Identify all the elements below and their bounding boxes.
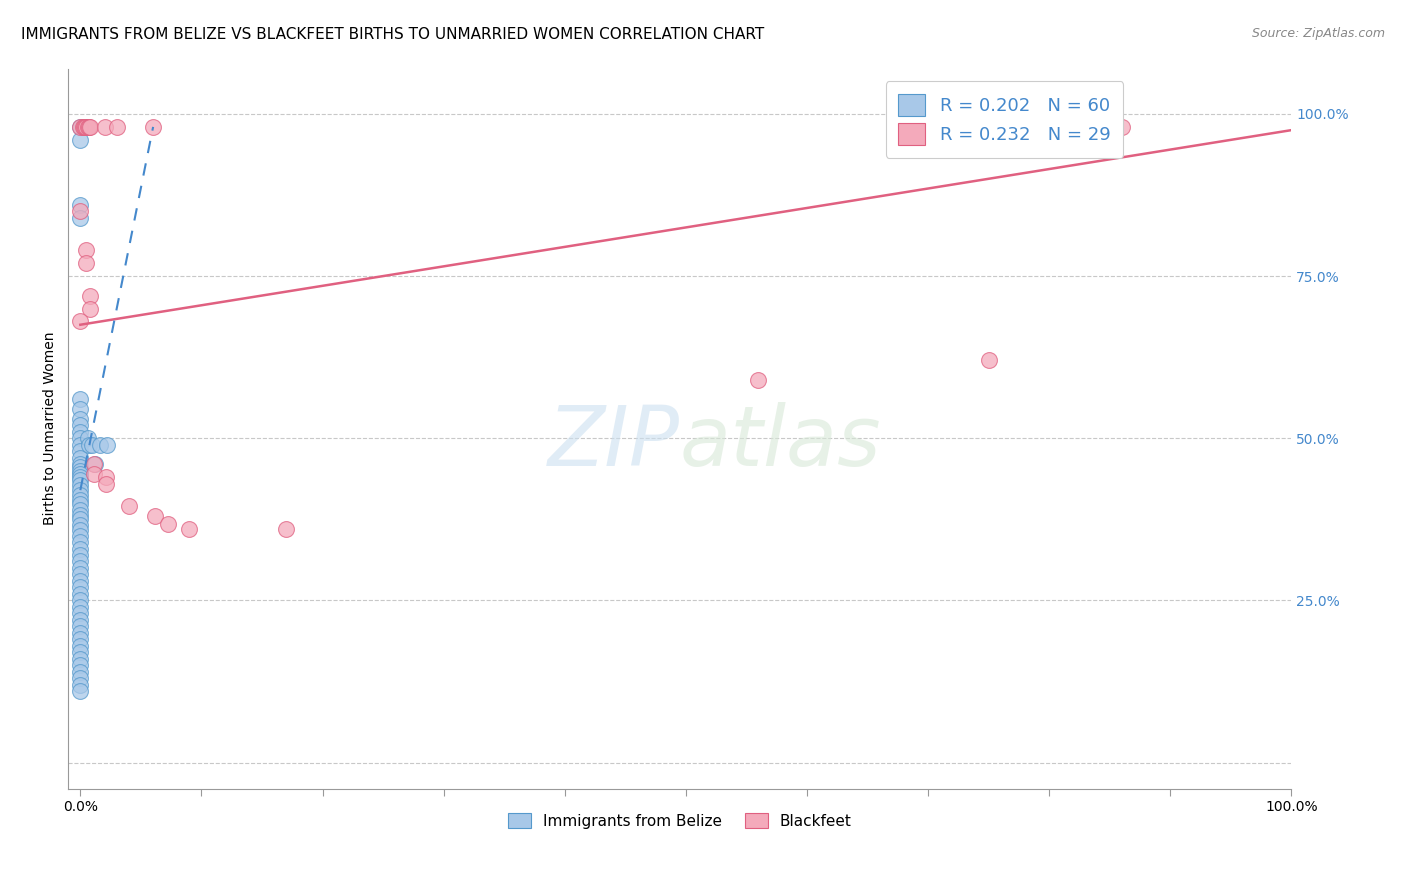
Point — [276, 522, 298, 536]
Point — [69, 402, 91, 417]
Point — [69, 392, 91, 407]
Point — [76, 120, 98, 134]
Point — [75, 243, 97, 257]
Point — [77, 438, 100, 452]
Point — [94, 470, 117, 484]
Point — [69, 438, 91, 452]
Point — [79, 301, 101, 316]
Point — [69, 314, 91, 328]
Point — [69, 488, 91, 502]
Point — [69, 133, 91, 147]
Point — [83, 457, 105, 471]
Point — [69, 665, 91, 679]
Point — [96, 438, 118, 452]
Point — [76, 431, 98, 445]
Point — [69, 467, 91, 481]
Point — [145, 509, 167, 524]
Point — [77, 120, 100, 134]
Point — [69, 535, 91, 549]
Point — [69, 120, 91, 134]
Point — [69, 204, 91, 219]
Point — [75, 256, 97, 270]
Legend: Immigrants from Belize, Blackfeet: Immigrants from Belize, Blackfeet — [502, 806, 858, 835]
Point — [69, 517, 91, 532]
Point — [69, 561, 91, 575]
Point — [69, 211, 91, 225]
Point — [69, 502, 91, 516]
Point — [69, 658, 91, 673]
Text: Source: ZipAtlas.com: Source: ZipAtlas.com — [1251, 27, 1385, 40]
Point — [69, 581, 91, 595]
Point — [977, 353, 1000, 368]
Point — [69, 619, 91, 633]
Point — [69, 450, 91, 465]
Point — [82, 438, 104, 452]
Point — [69, 652, 91, 666]
Point — [69, 528, 91, 542]
Point — [69, 613, 91, 627]
Point — [156, 516, 179, 531]
Text: atlas: atlas — [679, 402, 882, 483]
Point — [89, 438, 111, 452]
Point — [75, 120, 97, 134]
Point — [69, 587, 91, 601]
Point — [69, 457, 91, 471]
Point — [83, 467, 105, 481]
Point — [69, 478, 91, 492]
Point — [69, 198, 91, 212]
Point — [69, 425, 91, 439]
Point — [69, 508, 91, 522]
Point — [79, 288, 101, 302]
Point — [69, 444, 91, 458]
Point — [69, 599, 91, 614]
Point — [118, 500, 141, 514]
Point — [69, 639, 91, 653]
Text: IMMIGRANTS FROM BELIZE VS BLACKFEET BIRTHS TO UNMARRIED WOMEN CORRELATION CHART: IMMIGRANTS FROM BELIZE VS BLACKFEET BIRT… — [21, 27, 765, 42]
Point — [69, 607, 91, 621]
Point — [73, 120, 96, 134]
Point — [69, 431, 91, 445]
Point — [69, 418, 91, 433]
Point — [69, 474, 91, 488]
Text: ZIP: ZIP — [548, 402, 679, 483]
Point — [69, 554, 91, 568]
Point — [69, 470, 91, 484]
Point — [69, 625, 91, 640]
Point — [69, 411, 91, 425]
Point — [69, 684, 91, 698]
Point — [93, 120, 115, 134]
Point — [69, 524, 91, 538]
Point — [69, 574, 91, 588]
Point — [83, 457, 105, 471]
Point — [105, 120, 128, 134]
Point — [69, 512, 91, 526]
Point — [747, 373, 769, 387]
Point — [142, 120, 165, 134]
Point — [69, 678, 91, 692]
Y-axis label: Births to Unmarried Women: Births to Unmarried Women — [44, 332, 58, 525]
Point — [94, 476, 117, 491]
Point — [69, 497, 91, 511]
Point — [1111, 120, 1133, 134]
Point — [69, 120, 91, 134]
Point — [79, 120, 101, 134]
Point — [69, 632, 91, 647]
Point — [69, 593, 91, 607]
Point — [69, 464, 91, 478]
Point — [69, 567, 91, 582]
Point — [69, 671, 91, 685]
Point — [69, 492, 91, 507]
Point — [69, 645, 91, 659]
Point — [75, 120, 97, 134]
Point — [69, 548, 91, 562]
Point — [179, 522, 201, 536]
Point — [69, 460, 91, 475]
Point — [72, 120, 94, 134]
Point — [69, 483, 91, 497]
Point — [69, 541, 91, 556]
